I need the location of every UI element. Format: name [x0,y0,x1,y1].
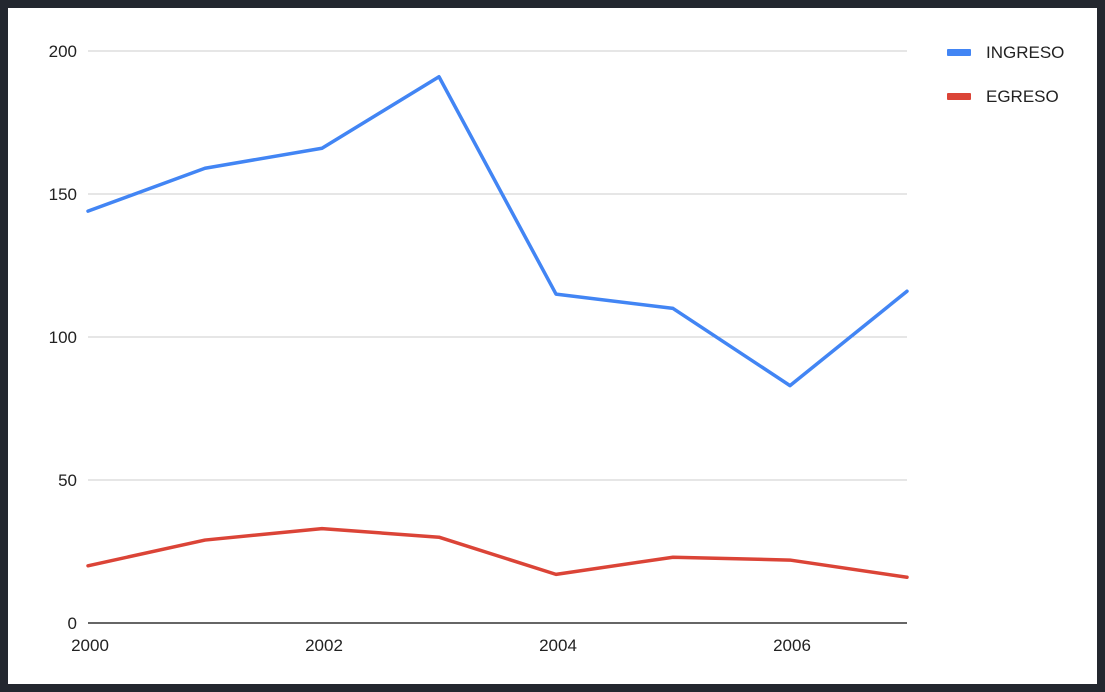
series-line-ingreso [86,74,909,388]
y-tick-labels: 0 50 100 150 200 [49,42,77,633]
x-tick-label: 2000 [71,636,109,655]
y-tick-label: 50 [58,471,77,490]
x-tick-label: 2006 [773,636,811,655]
x-tick-label: 2002 [305,636,343,655]
legend: INGRESO EGRESO [947,43,1064,106]
x-tick-label: 2004 [539,636,577,655]
legend-label-egreso: EGRESO [986,87,1059,106]
x-tick-labels: 2000 2002 2004 2006 [71,636,811,655]
y-tick-label: 200 [49,42,77,61]
legend-label-ingreso: INGRESO [986,43,1064,62]
series-lines [86,74,909,579]
y-tick-label: 150 [49,185,77,204]
y-tick-label: 100 [49,328,77,347]
y-tick-label: 0 [68,614,77,633]
gridlines [88,50,907,481]
chart-background [8,8,1097,684]
legend-swatch-egreso [947,93,971,100]
legend-swatch-ingreso [947,49,971,56]
series-line-egreso [86,526,909,579]
